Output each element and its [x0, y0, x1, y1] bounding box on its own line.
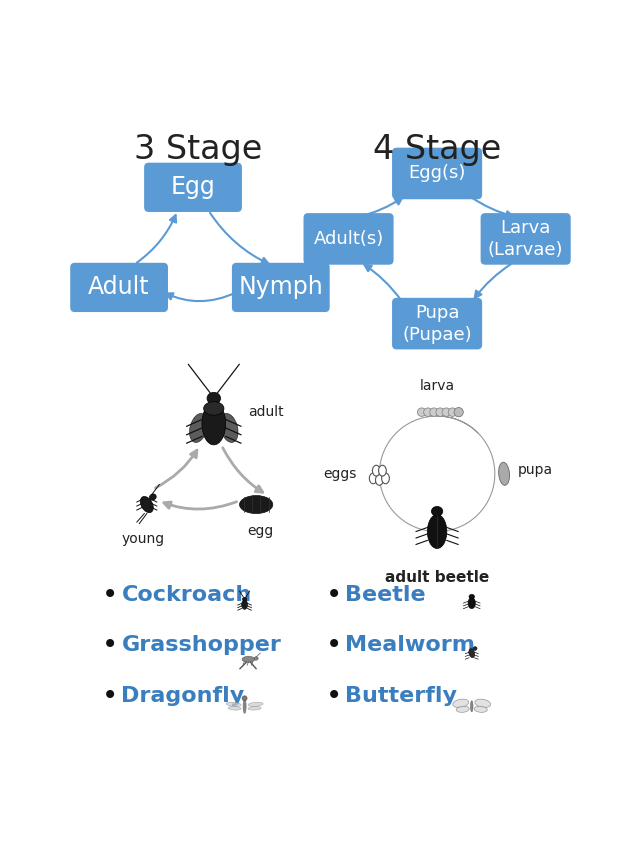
FancyBboxPatch shape — [70, 263, 168, 312]
Ellipse shape — [203, 402, 224, 415]
Circle shape — [430, 408, 438, 417]
Text: •: • — [326, 582, 342, 609]
Text: Butterfly: Butterfly — [345, 686, 457, 706]
FancyBboxPatch shape — [144, 162, 242, 212]
Ellipse shape — [469, 648, 475, 658]
Ellipse shape — [471, 700, 473, 712]
Ellipse shape — [432, 506, 443, 516]
Ellipse shape — [149, 494, 156, 500]
Circle shape — [242, 696, 247, 700]
Ellipse shape — [427, 515, 447, 549]
FancyBboxPatch shape — [392, 148, 482, 200]
FancyBboxPatch shape — [392, 298, 482, 350]
Text: pupa: pupa — [518, 463, 553, 477]
Circle shape — [442, 408, 451, 417]
Text: eggs: eggs — [323, 467, 356, 481]
Ellipse shape — [220, 413, 238, 443]
Text: •: • — [102, 632, 118, 660]
Text: Larva
(Larvae): Larva (Larvae) — [488, 219, 564, 259]
Ellipse shape — [469, 595, 474, 599]
Text: 4 Stage: 4 Stage — [373, 134, 501, 167]
Text: Grasshopper: Grasshopper — [122, 635, 281, 655]
Ellipse shape — [373, 465, 380, 476]
Text: Nymph: Nymph — [239, 275, 323, 299]
Ellipse shape — [498, 463, 510, 485]
Text: Egg(s): Egg(s) — [409, 164, 466, 182]
Ellipse shape — [475, 699, 490, 707]
Text: Adult(s): Adult(s) — [314, 230, 384, 248]
Circle shape — [436, 408, 445, 417]
Ellipse shape — [468, 597, 476, 608]
Text: •: • — [102, 582, 118, 609]
Ellipse shape — [248, 702, 263, 707]
Ellipse shape — [473, 647, 477, 650]
Text: adult beetle: adult beetle — [385, 570, 489, 585]
Circle shape — [417, 408, 426, 417]
Text: egg: egg — [247, 523, 273, 538]
Ellipse shape — [226, 702, 241, 707]
Ellipse shape — [376, 475, 383, 485]
Ellipse shape — [474, 707, 487, 713]
Ellipse shape — [453, 699, 469, 707]
Circle shape — [454, 408, 463, 417]
Text: Beetle: Beetle — [345, 585, 425, 605]
Text: •: • — [102, 681, 118, 709]
Ellipse shape — [379, 465, 386, 476]
Ellipse shape — [382, 473, 389, 483]
Circle shape — [448, 408, 457, 417]
Ellipse shape — [248, 707, 261, 710]
Text: •: • — [326, 681, 342, 709]
Ellipse shape — [456, 707, 469, 713]
Ellipse shape — [242, 597, 247, 601]
Ellipse shape — [140, 496, 153, 513]
FancyBboxPatch shape — [480, 214, 570, 265]
Text: adult: adult — [249, 405, 284, 419]
Ellipse shape — [239, 496, 273, 514]
Text: •: • — [326, 632, 342, 660]
Text: Mealworm: Mealworm — [345, 635, 475, 655]
Text: Dragonfly: Dragonfly — [122, 686, 245, 706]
Ellipse shape — [242, 600, 247, 609]
Text: larva: larva — [420, 379, 454, 393]
Ellipse shape — [190, 413, 208, 443]
Text: Pupa
(Pupae): Pupa (Pupae) — [402, 304, 472, 344]
Ellipse shape — [207, 392, 221, 404]
Ellipse shape — [243, 700, 246, 713]
Text: Egg: Egg — [170, 175, 215, 200]
Text: young: young — [122, 531, 164, 545]
Text: Cockroach: Cockroach — [122, 585, 252, 605]
FancyBboxPatch shape — [304, 214, 394, 265]
Ellipse shape — [242, 656, 255, 662]
Ellipse shape — [228, 707, 241, 710]
Text: 3 Stage: 3 Stage — [135, 134, 262, 167]
Text: Adult: Adult — [88, 275, 150, 299]
Ellipse shape — [254, 657, 258, 661]
FancyBboxPatch shape — [232, 263, 330, 312]
Ellipse shape — [202, 403, 226, 445]
Circle shape — [423, 408, 432, 417]
Ellipse shape — [370, 473, 377, 483]
